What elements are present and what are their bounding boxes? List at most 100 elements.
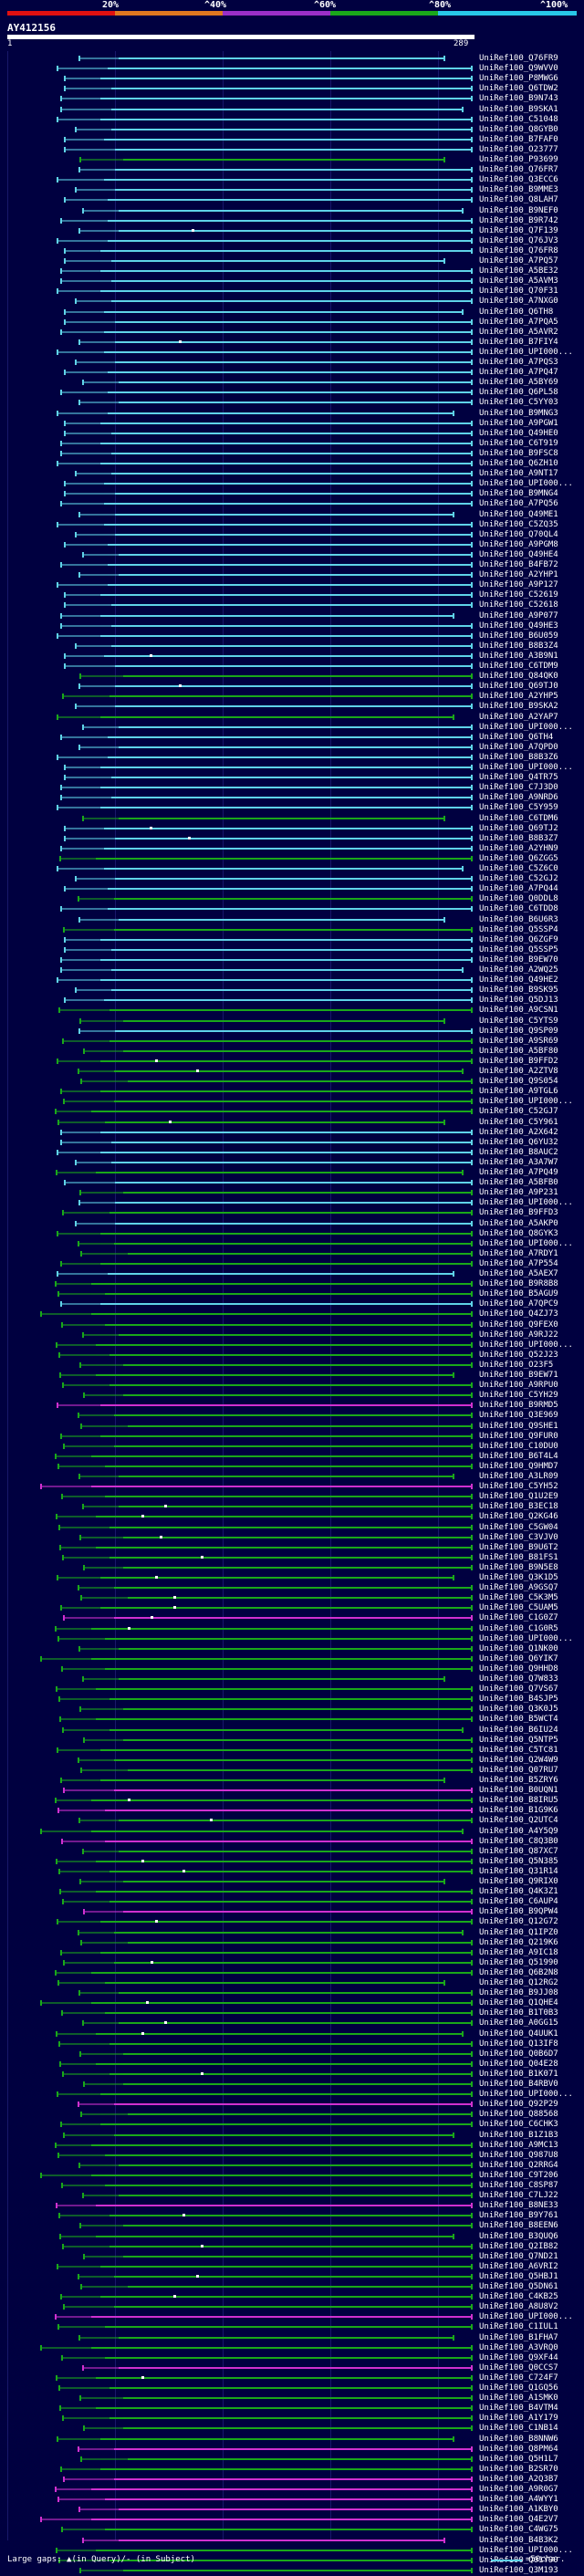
hit-row[interactable]: UniRef100_C5YH29 bbox=[0, 1390, 584, 1401]
hit-row[interactable]: UniRef100_Q3ECC6 bbox=[0, 174, 584, 185]
hit-label[interactable]: UniRef100_Q5DJ13 bbox=[479, 996, 558, 1006]
hit-row[interactable]: UniRef100_A5BFB0 bbox=[0, 1177, 584, 1188]
hit-label[interactable]: UniRef100_B9NEF0 bbox=[479, 205, 558, 215]
hit-row[interactable]: UniRef100_C8SP87 bbox=[0, 2180, 584, 2191]
hit-row[interactable]: UniRef100_Q76FR8 bbox=[0, 245, 584, 256]
hit-row[interactable]: UniRef100_Q51990 bbox=[0, 1957, 584, 1968]
hit-row[interactable]: UniRef100_A7QPD0 bbox=[0, 742, 584, 753]
hit-label[interactable]: UniRef100_A1KBY0 bbox=[479, 2505, 558, 2515]
hit-label[interactable]: UniRef100_B7FIY4 bbox=[479, 337, 558, 347]
hit-label[interactable]: UniRef100_Q4TR75 bbox=[479, 773, 558, 783]
hit-row[interactable]: UniRef100_B9EW70 bbox=[0, 954, 584, 965]
hit-row[interactable]: UniRef100_A2Q3B7 bbox=[0, 2474, 584, 2485]
hit-row[interactable]: UniRef100_A9MC13 bbox=[0, 2140, 584, 2151]
hit-label[interactable]: UniRef100_Q8GYK3 bbox=[479, 1228, 558, 1238]
hit-label[interactable]: UniRef100_UPI000... bbox=[479, 1097, 573, 1107]
hit-label[interactable]: UniRef100_Q9SHE1 bbox=[479, 1421, 558, 1431]
hit-label[interactable]: UniRef100_C6AUP4 bbox=[479, 1897, 558, 1907]
hit-label[interactable]: UniRef100_A7QPD0 bbox=[479, 742, 558, 752]
hit-label[interactable]: UniRef100_A3VRQ0 bbox=[479, 2342, 558, 2352]
hit-row[interactable]: UniRef100_Q1NK00 bbox=[0, 1643, 584, 1654]
hit-label[interactable]: UniRef100_B9U6T2 bbox=[479, 1542, 558, 1552]
hit-row[interactable]: UniRef100_Q2W4W9 bbox=[0, 1755, 584, 1766]
hit-label[interactable]: UniRef100_B2SR70 bbox=[479, 2464, 558, 2474]
hit-row[interactable]: UniRef100_Q8GYK3 bbox=[0, 1228, 584, 1239]
hit-label[interactable]: UniRef100_A9P077 bbox=[479, 610, 558, 621]
hit-label[interactable]: UniRef100_Q49HE3 bbox=[479, 621, 558, 631]
hit-row[interactable]: UniRef100_C7LJ22 bbox=[0, 2190, 584, 2201]
hit-row[interactable]: UniRef100_A7PQ56 bbox=[0, 498, 584, 509]
hit-label[interactable]: UniRef100_UPI000... bbox=[479, 347, 573, 357]
hit-label[interactable]: UniRef100_B9EW70 bbox=[479, 954, 558, 965]
hit-label[interactable]: UniRef100_Q4UUK1 bbox=[479, 2028, 558, 2039]
hit-label[interactable]: UniRef100_B6IU24 bbox=[479, 1725, 558, 1735]
hit-row[interactable]: UniRef100_B9FSC8 bbox=[0, 448, 584, 459]
hit-label[interactable]: UniRef100_C8Q3B0 bbox=[479, 1836, 558, 1846]
hit-row[interactable]: UniRef100_Q88568 bbox=[0, 2109, 584, 2120]
hit-label[interactable]: UniRef100_A3LR09 bbox=[479, 1472, 558, 1481]
hit-label[interactable]: UniRef100_B9R742 bbox=[479, 215, 558, 225]
hit-label[interactable]: UniRef100_Q2UTC4 bbox=[479, 1816, 558, 1826]
hit-label[interactable]: UniRef100_Q9WVV0 bbox=[479, 64, 558, 74]
hit-label[interactable]: UniRef100_A0GG15 bbox=[479, 2018, 558, 2028]
hit-row[interactable]: UniRef100_Q3M193 bbox=[0, 2565, 584, 2576]
hit-label[interactable]: UniRef100_A5BFB0 bbox=[479, 1178, 558, 1188]
hit-label[interactable]: UniRef100_A2ZTV8 bbox=[479, 1067, 558, 1076]
hit-row[interactable]: UniRef100_Q5SSP4 bbox=[0, 924, 584, 935]
hit-row[interactable]: UniRef100_C724F7 bbox=[0, 2373, 584, 2383]
hit-row[interactable]: UniRef100_A1Y179 bbox=[0, 2413, 584, 2424]
hit-row[interactable]: UniRef100_B9SKA1 bbox=[0, 104, 584, 115]
hit-row[interactable]: UniRef100_Q4UUK1 bbox=[0, 2028, 584, 2039]
hit-row[interactable]: UniRef100_Q5DN61 bbox=[0, 2281, 584, 2292]
hit-label[interactable]: UniRef100_UPI000... bbox=[479, 479, 573, 489]
hit-row[interactable]: UniRef100_A3VRQ0 bbox=[0, 2342, 584, 2353]
hit-label[interactable]: UniRef100_A7QPC9 bbox=[479, 1299, 558, 1309]
hit-label[interactable]: UniRef100_Q7ND21 bbox=[479, 2251, 558, 2261]
hit-row[interactable]: UniRef100_Q6TH8 bbox=[0, 307, 584, 318]
hit-row[interactable]: UniRef100_A9R0G7 bbox=[0, 2484, 584, 2495]
hit-row[interactable]: UniRef100_C5ZQ35 bbox=[0, 519, 584, 530]
hit-row[interactable]: UniRef100_A9CSN1 bbox=[0, 1005, 584, 1016]
hit-row[interactable]: UniRef100_A4WYY1 bbox=[0, 2494, 584, 2505]
hit-label[interactable]: UniRef100_B9SKA1 bbox=[479, 104, 558, 114]
hit-label[interactable]: UniRef100_C5YTS9 bbox=[479, 1016, 558, 1026]
hit-row[interactable]: UniRef100_Q987U8 bbox=[0, 2150, 584, 2161]
hit-label[interactable]: UniRef100_B9MME3 bbox=[479, 185, 558, 195]
hit-label[interactable]: UniRef100_Q9RIX0 bbox=[479, 1877, 558, 1886]
hit-label[interactable]: UniRef100_B8B3Z4 bbox=[479, 641, 558, 651]
hit-label[interactable]: UniRef100_Q4E2V7 bbox=[479, 2515, 558, 2525]
hit-label[interactable]: UniRef100_C8SP87 bbox=[479, 2181, 558, 2190]
hit-label[interactable]: UniRef100_B9N5E8 bbox=[479, 1562, 558, 1572]
hit-row[interactable]: UniRef100_A1KBY0 bbox=[0, 2504, 584, 2515]
hit-row[interactable]: UniRef100_Q1GQ56 bbox=[0, 2383, 584, 2393]
hit-label[interactable]: UniRef100_B8NNW6 bbox=[479, 2434, 558, 2444]
hit-label[interactable]: UniRef100_B9SKA2 bbox=[479, 702, 558, 712]
hit-label[interactable]: UniRef100_B5WCT4 bbox=[479, 1715, 558, 1725]
hit-label[interactable]: UniRef100_C51048 bbox=[479, 114, 558, 124]
hit-row[interactable]: UniRef100_A2ZTV8 bbox=[0, 1066, 584, 1077]
hit-row[interactable]: UniRef100_C9T206 bbox=[0, 2170, 584, 2181]
hit-row[interactable]: UniRef100_B7FAF0 bbox=[0, 134, 584, 145]
hit-label[interactable]: UniRef100_C52GJ2 bbox=[479, 874, 558, 884]
hit-row[interactable]: UniRef100_Q1QHE4 bbox=[0, 1997, 584, 2008]
hit-label[interactable]: UniRef100_B4FB72 bbox=[479, 560, 558, 569]
hit-row[interactable]: UniRef100_Q2UTC4 bbox=[0, 1815, 584, 1826]
hit-row[interactable]: UniRef100_B9MME3 bbox=[0, 184, 584, 195]
hit-row[interactable]: UniRef100_Q0CCS7 bbox=[0, 2362, 584, 2373]
hit-row[interactable]: UniRef100_B9NEF0 bbox=[0, 205, 584, 216]
hit-label[interactable]: UniRef100_C4WG75 bbox=[479, 2525, 558, 2535]
hit-label[interactable]: UniRef100_Q2KG46 bbox=[479, 1512, 558, 1522]
hit-label[interactable]: UniRef100_Q76FR8 bbox=[479, 245, 558, 256]
hit-label[interactable]: UniRef100_C5K3M5 bbox=[479, 1593, 558, 1603]
hit-row[interactable]: UniRef100_A2YHP5 bbox=[0, 691, 584, 702]
hit-label[interactable]: UniRef100_A8U8V2 bbox=[479, 2302, 558, 2312]
hit-label[interactable]: UniRef100_C1G0R5 bbox=[479, 1623, 558, 1633]
hit-label[interactable]: UniRef100_Q2RRG4 bbox=[479, 2160, 558, 2170]
hit-label[interactable]: UniRef100_Q9XF44 bbox=[479, 2352, 558, 2362]
hit-row[interactable]: UniRef100_Q12RG2 bbox=[0, 1977, 584, 1988]
hit-label[interactable]: UniRef100_A2YHP1 bbox=[479, 570, 558, 580]
hit-label[interactable]: UniRef100_A5BY69 bbox=[479, 378, 558, 388]
hit-label[interactable]: UniRef100_B9N743 bbox=[479, 94, 558, 104]
hit-label[interactable]: UniRef100_A2YHN9 bbox=[479, 843, 558, 853]
hit-label[interactable]: UniRef100_Q6ZH10 bbox=[479, 459, 558, 468]
